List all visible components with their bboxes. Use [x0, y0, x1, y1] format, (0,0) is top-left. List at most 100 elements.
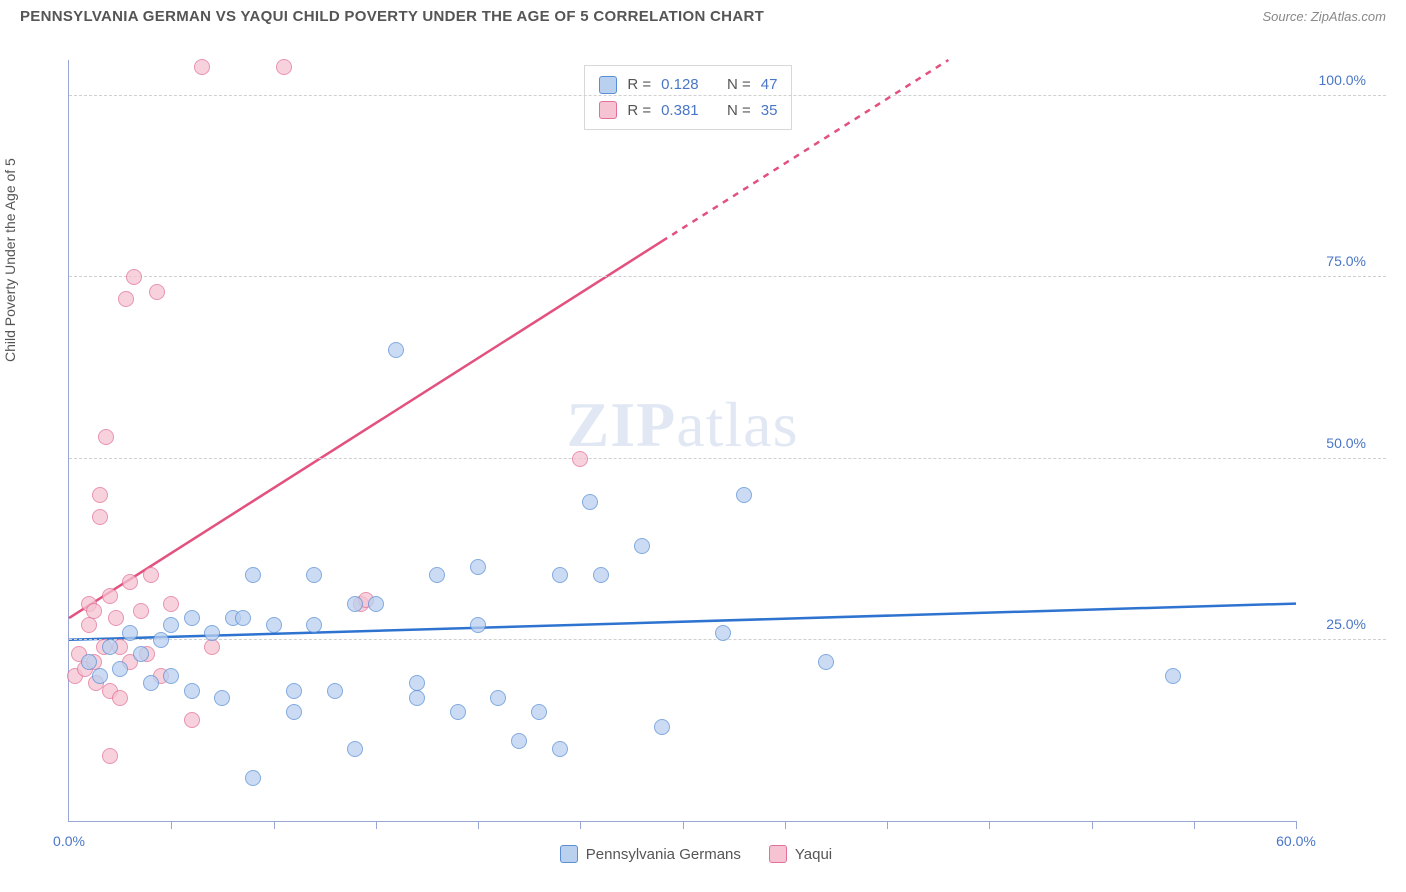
- legend-item: Yaqui: [769, 845, 832, 863]
- data-point-yaqui: [92, 509, 108, 525]
- x-tick: [989, 821, 990, 829]
- data-point-penn-german: [184, 610, 200, 626]
- legend-swatch-icon: [560, 845, 578, 863]
- data-point-penn-german: [470, 617, 486, 633]
- data-point-penn-german: [552, 741, 568, 757]
- legend-item: Pennsylvania Germans: [560, 845, 741, 863]
- data-point-yaqui: [102, 588, 118, 604]
- data-point-yaqui: [112, 690, 128, 706]
- plot-area: ZIPatlas R = 0.128 N = 47R = 0.381 N = 3…: [68, 60, 1296, 822]
- trend-lines-layer: [69, 60, 1296, 821]
- data-point-penn-german: [245, 770, 261, 786]
- data-point-yaqui: [122, 574, 138, 590]
- data-point-penn-german: [327, 683, 343, 699]
- data-point-penn-german: [163, 668, 179, 684]
- x-tick: [887, 821, 888, 829]
- data-point-penn-german: [531, 704, 547, 720]
- data-point-penn-german: [102, 639, 118, 655]
- data-point-penn-german: [593, 567, 609, 583]
- data-point-yaqui: [126, 269, 142, 285]
- x-tick: [274, 821, 275, 829]
- data-point-penn-german: [470, 559, 486, 575]
- x-tick: [478, 821, 479, 829]
- data-point-yaqui: [98, 429, 114, 445]
- data-point-penn-german: [490, 690, 506, 706]
- data-point-yaqui: [184, 712, 200, 728]
- series-swatch-icon: [599, 76, 617, 94]
- data-point-penn-german: [347, 741, 363, 757]
- data-point-yaqui: [102, 748, 118, 764]
- series-legend: Pennsylvania Germans Yaqui: [560, 845, 832, 863]
- legend-label: Pennsylvania Germans: [586, 846, 741, 863]
- data-point-penn-german: [266, 617, 282, 633]
- series-swatch-icon: [599, 101, 617, 119]
- x-tick-label: 0.0%: [53, 833, 85, 849]
- y-tick-label: 50.0%: [1326, 435, 1366, 451]
- x-tick: [1194, 821, 1195, 829]
- source-credit: Source: ZipAtlas.com: [1262, 9, 1386, 24]
- data-point-yaqui: [81, 617, 97, 633]
- data-point-penn-german: [552, 567, 568, 583]
- data-point-penn-german: [368, 596, 384, 612]
- data-point-penn-german: [214, 690, 230, 706]
- y-tick-label: 100.0%: [1319, 72, 1366, 88]
- data-point-penn-german: [511, 733, 527, 749]
- data-point-yaqui: [92, 487, 108, 503]
- watermark-text: ZIPatlas: [567, 388, 799, 462]
- data-point-yaqui: [149, 284, 165, 300]
- data-point-yaqui: [86, 603, 102, 619]
- x-tick: [580, 821, 581, 829]
- x-tick: [683, 821, 684, 829]
- y-tick-label: 75.0%: [1326, 253, 1366, 269]
- stats-row: R = 0.381 N = 35: [599, 98, 777, 124]
- y-axis-label: Child Poverty Under the Age of 5: [2, 158, 18, 362]
- x-tick: [785, 821, 786, 829]
- chart-title: PENNSYLVANIA GERMAN VS YAQUI CHILD POVER…: [20, 8, 764, 25]
- gridline-horizontal: [69, 458, 1386, 459]
- x-tick: [376, 821, 377, 829]
- data-point-yaqui: [133, 603, 149, 619]
- data-point-penn-german: [654, 719, 670, 735]
- data-point-yaqui: [108, 610, 124, 626]
- legend-swatch-icon: [769, 845, 787, 863]
- data-point-penn-german: [429, 567, 445, 583]
- data-point-penn-german: [409, 690, 425, 706]
- trend-line: [69, 604, 1296, 640]
- data-point-penn-german: [184, 683, 200, 699]
- x-tick-label: 60.0%: [1276, 833, 1316, 849]
- correlation-stats-box: R = 0.128 N = 47R = 0.381 N = 35: [584, 65, 792, 130]
- data-point-penn-german: [153, 632, 169, 648]
- gridline-horizontal: [69, 276, 1386, 277]
- data-point-yaqui: [163, 596, 179, 612]
- data-point-penn-german: [736, 487, 752, 503]
- y-tick-label: 25.0%: [1326, 616, 1366, 632]
- data-point-penn-german: [388, 342, 404, 358]
- gridline-horizontal: [69, 95, 1386, 96]
- data-point-yaqui: [118, 291, 134, 307]
- data-point-penn-german: [409, 675, 425, 691]
- data-point-penn-german: [112, 661, 128, 677]
- data-point-penn-german: [204, 625, 220, 641]
- data-point-penn-german: [450, 704, 466, 720]
- x-tick: [171, 821, 172, 829]
- chart-container: Child Poverty Under the Age of 5 ZIPatla…: [20, 40, 1386, 872]
- x-tick: [1092, 821, 1093, 829]
- data-point-penn-german: [163, 617, 179, 633]
- data-point-penn-german: [133, 646, 149, 662]
- data-point-yaqui: [194, 59, 210, 75]
- legend-label: Yaqui: [795, 846, 832, 863]
- data-point-penn-german: [818, 654, 834, 670]
- data-point-yaqui: [276, 59, 292, 75]
- data-point-penn-german: [1165, 668, 1181, 684]
- data-point-penn-german: [286, 704, 302, 720]
- data-point-penn-german: [122, 625, 138, 641]
- x-tick: [1296, 821, 1297, 829]
- data-point-penn-german: [81, 654, 97, 670]
- data-point-yaqui: [204, 639, 220, 655]
- data-point-penn-german: [245, 567, 261, 583]
- data-point-penn-german: [634, 538, 650, 554]
- data-point-penn-german: [235, 610, 251, 626]
- stats-row: R = 0.128 N = 47: [599, 72, 777, 98]
- data-point-penn-german: [715, 625, 731, 641]
- data-point-penn-german: [306, 617, 322, 633]
